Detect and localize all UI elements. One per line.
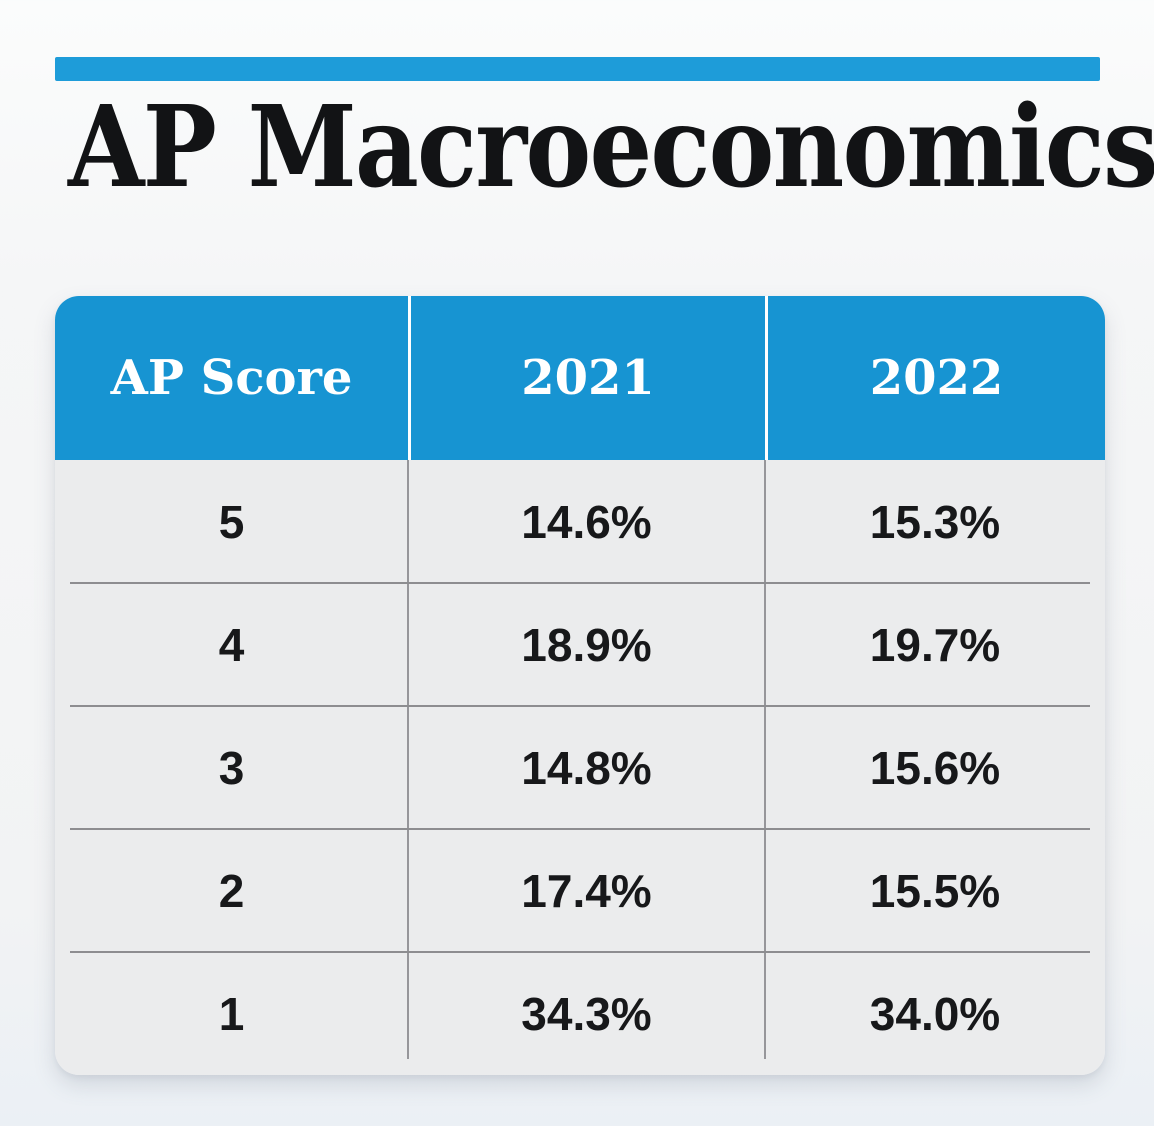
column-divider [764, 460, 766, 1059]
table-row-score-2: 2 17.4% 15.5% [55, 829, 1105, 952]
value-cell-2022: 19.7% [869, 618, 1001, 671]
score-cell: 3 [218, 741, 245, 794]
table-row-score-5: 5 14.6% 15.3% [55, 460, 1105, 583]
value-cell-2021: 14.6% [521, 495, 652, 548]
table-header-row: AP Score 2021 2022 [55, 296, 1105, 460]
table-body: 5 14.6% 15.3% 4 18.9% 19.7% 3 14.8% 15.6… [55, 460, 1105, 1075]
row-divider [70, 828, 1090, 830]
value-cell-2021: 34.3% [521, 987, 652, 1040]
row-divider [70, 951, 1090, 953]
row-divider [70, 705, 1090, 707]
value-cell-2022: 15.6% [869, 741, 1001, 794]
page-title: AP Macroeconomics [68, 82, 1154, 213]
value-cell-2022: 15.5% [869, 864, 1001, 917]
score-distribution-table: AP Score 2021 2022 5 14.6% 15.3% 4 18.9%… [55, 296, 1105, 1075]
value-cell-2021: 18.9% [521, 618, 652, 671]
row-divider [70, 582, 1090, 584]
score-cell: 1 [218, 987, 245, 1040]
table-row-score-3: 3 14.8% 15.6% [55, 706, 1105, 829]
score-cell: 5 [218, 495, 245, 548]
column-header-2022: 2022 [765, 296, 1105, 460]
value-cell-2021: 17.4% [521, 864, 652, 917]
score-cell: 2 [218, 864, 245, 917]
table-row-score-1: 1 34.3% 34.0% [55, 952, 1105, 1075]
accent-bar [55, 57, 1100, 81]
value-cell-2022: 15.3% [869, 495, 1001, 548]
column-header-ap-score: AP Score [110, 350, 353, 406]
column-divider [407, 460, 409, 1059]
score-cell: 4 [218, 618, 245, 671]
table-row-score-4: 4 18.9% 19.7% [55, 583, 1105, 706]
column-header-2021: 2021 [408, 296, 765, 460]
value-cell-2022: 34.0% [869, 987, 1001, 1040]
value-cell-2021: 14.8% [521, 741, 652, 794]
